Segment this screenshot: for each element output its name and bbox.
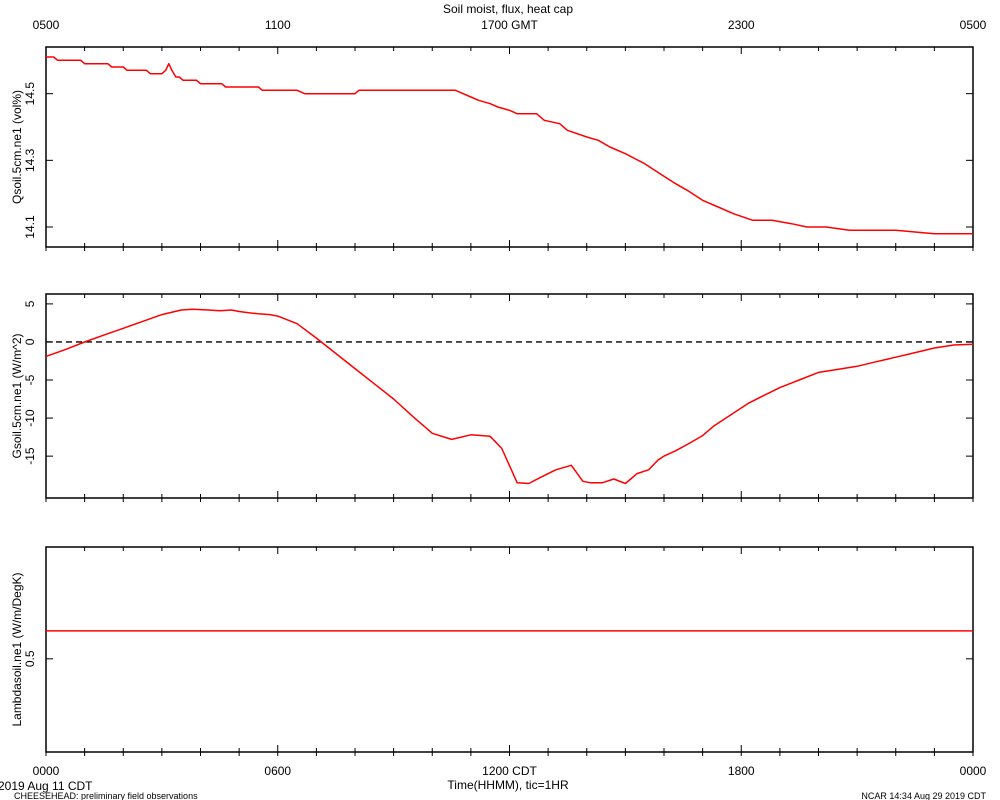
- y-tick-label: 0.5: [23, 650, 37, 667]
- plot-frame: [45, 46, 974, 248]
- y-axis-label: Lambdasoil.ne1 (W/m/DegK): [10, 572, 24, 726]
- plot-frame: [45, 546, 974, 753]
- y-tick-label: -10: [23, 409, 37, 427]
- figure-title: Soil moist, flux, heat cap: [443, 2, 573, 16]
- footer-right: NCAR 14:34 Aug 29 2019 CDT: [861, 791, 986, 800]
- y-tick-label: 14.5: [23, 82, 37, 106]
- y-tick-label: -15: [23, 447, 37, 465]
- top-tick-label: 1700 GMT: [481, 18, 538, 32]
- bottom-tick-label: 0000: [960, 764, 987, 778]
- bottom-tick-label: 0000: [33, 764, 60, 778]
- top-tick-label: 0500: [33, 18, 60, 32]
- panel-2: -15 -10 -5 0 5 Gsoil.5cm.ne1 (W/m^2): [10, 293, 974, 502]
- top-tick-label: 2300: [728, 18, 755, 32]
- series-line: [46, 56, 973, 235]
- bottom-xlabel: Time(HHMM), tic=1HR: [447, 778, 569, 792]
- bottom-tick-label: 1200 CDT: [482, 764, 537, 778]
- y-tick-label: 14.1: [23, 215, 37, 239]
- y-tick-label: 0: [23, 338, 37, 345]
- footer-left: CHEESEHEAD: preliminary field observatio…: [14, 791, 198, 800]
- top-tick-label: 0500: [960, 18, 987, 32]
- y-axis-label: Gsoil.5cm.ne1 (W/m^2): [10, 334, 24, 459]
- bottom-tick-label: 0600: [264, 764, 291, 778]
- date-label: 2019 Aug 11 CDT: [0, 779, 93, 793]
- y-tick-label: -5: [23, 374, 37, 385]
- y-tick-label: 5: [23, 300, 37, 307]
- y-tick-label: 14.3: [23, 148, 37, 172]
- series-line: [45, 308, 974, 485]
- bottom-tick-label: 1800: [728, 764, 755, 778]
- y-axis-label: Qsoil.5cm.ne1 (vol%): [10, 90, 24, 204]
- top-tick-label: 1100: [265, 18, 291, 32]
